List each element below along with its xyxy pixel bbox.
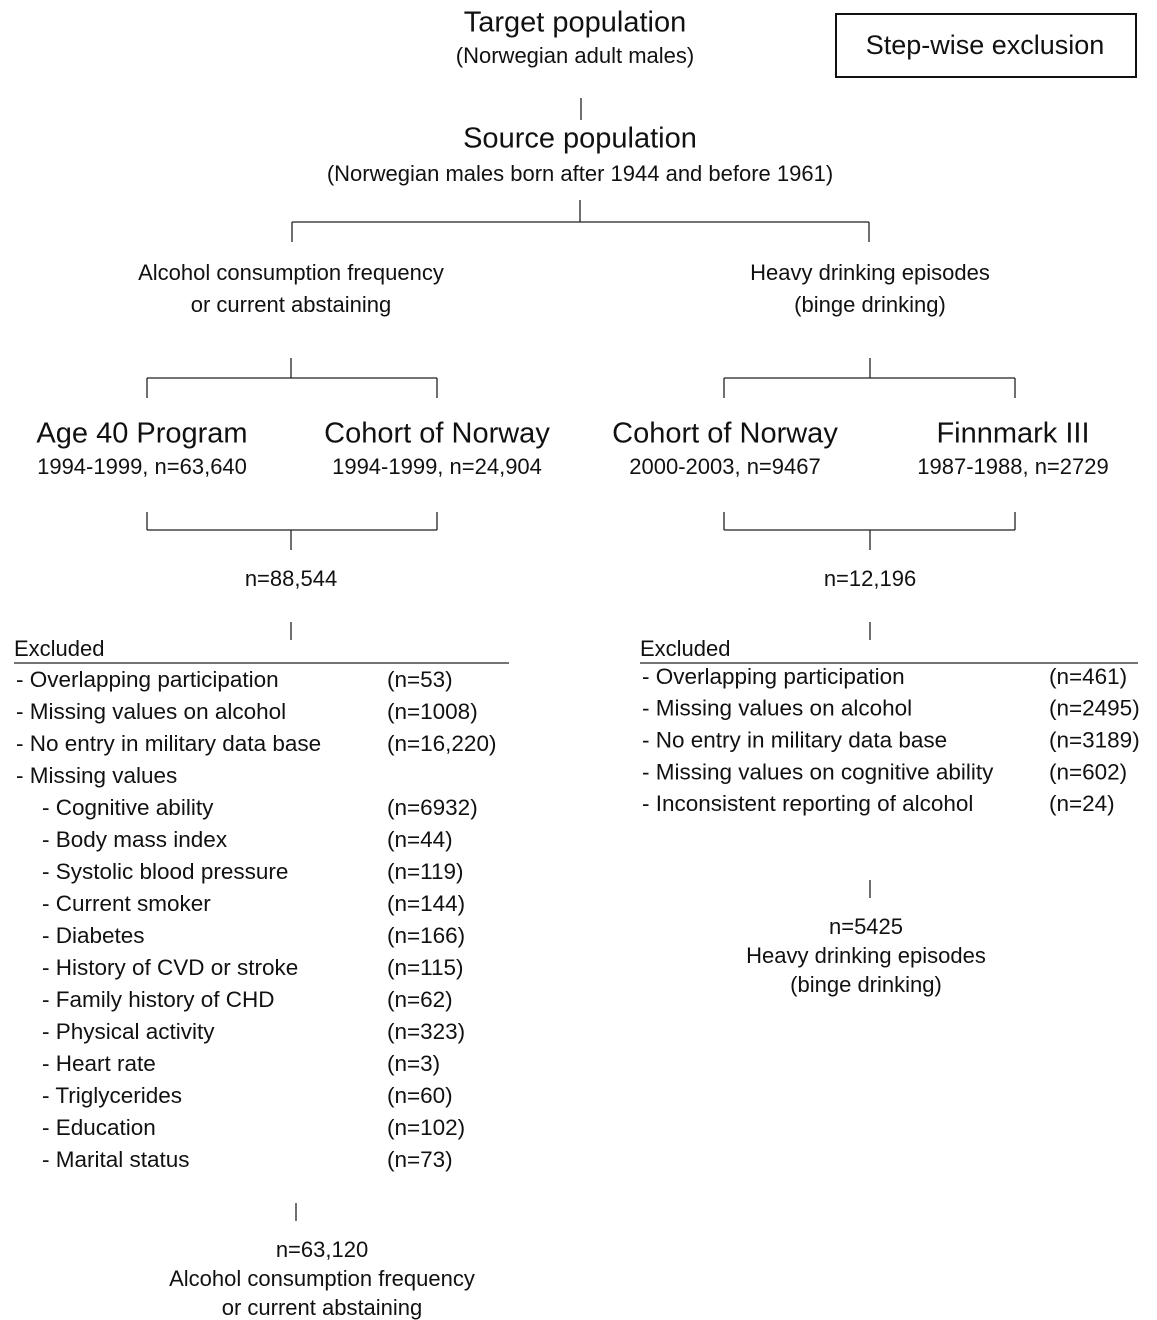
exclusion-label: - Education bbox=[42, 1115, 156, 1140]
exclusion-label: - Cognitive ability bbox=[42, 795, 214, 820]
pooled-count: n=12,196 bbox=[824, 566, 916, 591]
exclusion-label: - Inconsistent reporting of alcohol bbox=[642, 791, 973, 816]
exclusion-label: - Overlapping participation bbox=[642, 664, 905, 689]
source-title: Source population bbox=[463, 123, 697, 155]
exclusion-label: - Overlapping participation bbox=[16, 667, 279, 692]
exclusion-label: - Family history of CHD bbox=[42, 987, 275, 1012]
exclusion-label: - Systolic blood pressure bbox=[42, 859, 288, 884]
exclusion-count: (n=3) bbox=[387, 1051, 440, 1076]
legend-box bbox=[835, 13, 1137, 78]
pooled-count: n=88,544 bbox=[245, 566, 337, 591]
exclusion-count: (n=461) bbox=[1049, 664, 1127, 689]
target-subtitle: (Norwegian adult males) bbox=[456, 43, 694, 68]
cohort-detail: 1994-1999, n=24,904 bbox=[332, 454, 542, 479]
exclusion-count: (n=53) bbox=[387, 667, 453, 692]
cohort-name: Finnmark III bbox=[936, 418, 1089, 450]
final-sample: (binge drinking) bbox=[790, 972, 942, 997]
exclusion-count: (n=24) bbox=[1049, 791, 1115, 816]
branch-label: Heavy drinking episodes bbox=[750, 260, 990, 285]
final-sample: n=63,120 bbox=[276, 1237, 368, 1262]
source-subtitle: (Norwegian males born after 1944 and bef… bbox=[327, 161, 833, 186]
legend-text: Step-wise exclusion bbox=[866, 30, 1105, 60]
branch-label: (binge drinking) bbox=[794, 292, 946, 317]
cohort-name: Age 40 Program bbox=[36, 418, 247, 450]
exclusion-label: - Missing values on alcohol bbox=[16, 699, 286, 724]
exclusion-label: - Triglycerides bbox=[42, 1083, 182, 1108]
exclusion-label: - No entry in military data base bbox=[16, 731, 321, 756]
exclusion-label: - Physical activity bbox=[42, 1019, 215, 1044]
exclusion-count: (n=1008) bbox=[387, 699, 478, 724]
exclusion-label: - Diabetes bbox=[42, 923, 145, 948]
exclusion-label: - Missing values bbox=[16, 763, 177, 788]
exclusion-count: (n=102) bbox=[387, 1115, 465, 1140]
exclusion-label: - Missing values on alcohol bbox=[642, 696, 912, 721]
exclusion-count: (n=73) bbox=[387, 1147, 453, 1172]
exclusion-count: (n=602) bbox=[1049, 759, 1127, 784]
excluded-heading: Excluded bbox=[640, 636, 731, 661]
exclusion-count: (n=16,220) bbox=[387, 731, 496, 756]
branch-label: or current abstaining bbox=[191, 292, 392, 317]
exclusion-label: - No entry in military data base bbox=[642, 728, 947, 753]
exclusion-label: - History of CVD or stroke bbox=[42, 955, 298, 980]
exclusion-label: - Current smoker bbox=[42, 891, 211, 916]
cohort-detail: 2000-2003, n=9467 bbox=[629, 454, 820, 479]
exclusion-label: - Heart rate bbox=[42, 1051, 156, 1076]
excluded-heading: Excluded bbox=[14, 636, 105, 661]
exclusion-count: (n=44) bbox=[387, 827, 453, 852]
exclusion-count: (n=6932) bbox=[387, 795, 478, 820]
target-title: Target population bbox=[464, 7, 687, 39]
final-sample: Heavy drinking episodes bbox=[746, 943, 986, 968]
exclusion-count: (n=2495) bbox=[1049, 696, 1140, 721]
exclusion-label: - Marital status bbox=[42, 1147, 190, 1172]
final-sample: Alcohol consumption frequency bbox=[169, 1266, 475, 1291]
cohort-name: Cohort of Norway bbox=[324, 418, 550, 450]
final-sample: n=5425 bbox=[829, 914, 903, 939]
exclusion-label: - Missing values on cognitive ability bbox=[642, 759, 994, 784]
exclusion-count: (n=60) bbox=[387, 1083, 453, 1108]
exclusion-count: (n=3189) bbox=[1049, 728, 1140, 753]
exclusion-label: - Body mass index bbox=[42, 827, 228, 852]
exclusion-count: (n=119) bbox=[387, 859, 464, 884]
exclusion-count: (n=166) bbox=[387, 923, 465, 948]
branch-label: Alcohol consumption frequency bbox=[138, 260, 444, 285]
exclusion-count: (n=62) bbox=[387, 987, 453, 1012]
final-sample: or current abstaining bbox=[222, 1295, 423, 1320]
exclusion-count: (n=144) bbox=[387, 891, 465, 916]
exclusion-count: (n=115) bbox=[387, 955, 464, 980]
cohort-name: Cohort of Norway bbox=[612, 418, 838, 450]
cohort-detail: 1987-1988, n=2729 bbox=[917, 454, 1108, 479]
exclusion-count: (n=323) bbox=[387, 1019, 465, 1044]
cohort-detail: 1994-1999, n=63,640 bbox=[37, 454, 247, 479]
